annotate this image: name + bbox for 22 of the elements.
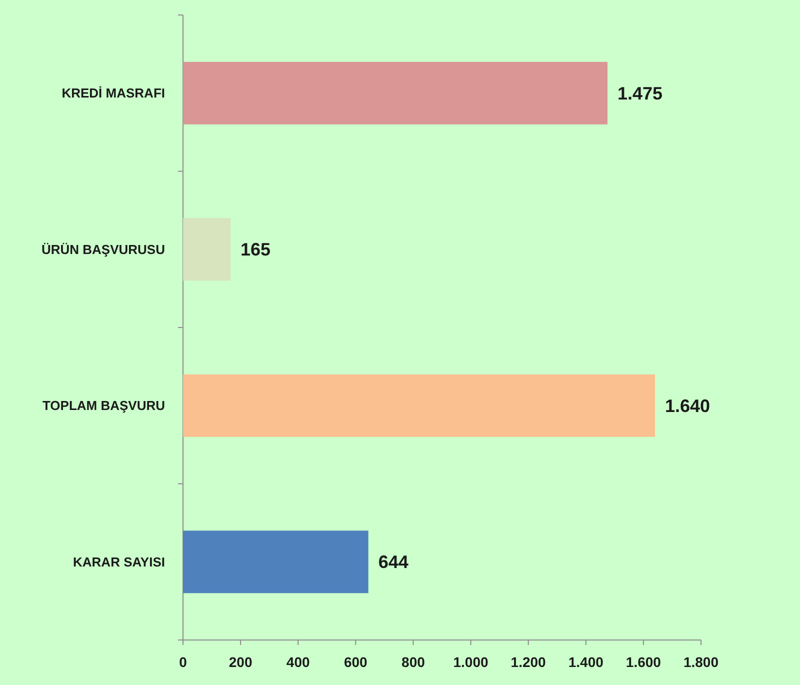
bar [183,374,655,437]
x-tick-label: 1.600 [626,654,662,670]
y-tick-label: ÜRÜN BAŞVURUSU [41,242,165,257]
y-tick-label: KREDİ MASRAFI [62,86,165,101]
x-tick-label: 0 [179,654,188,670]
x-tick-label: 1.200 [510,654,546,670]
x-tick-label: 1.000 [453,654,488,670]
x-tick-label: 400 [286,654,310,670]
y-tick-label: KARAR SAYISI [73,554,165,570]
x-tick-label: 200 [228,654,252,670]
data-label: 1.640 [664,396,710,416]
bar [183,530,368,594]
data-label: 165 [240,240,271,260]
bar [183,62,608,124]
bar [183,218,230,281]
x-tick-label: 1.800 [683,654,719,670]
data-label: 644 [378,552,408,572]
x-tick-label: 800 [402,654,426,670]
x-tick-label: 600 [344,654,368,670]
y-tick-label: TOPLAM BAŞVURU [42,398,165,414]
data-label: 1.475 [617,83,663,104]
x-tick-label: 1.400 [568,654,604,670]
